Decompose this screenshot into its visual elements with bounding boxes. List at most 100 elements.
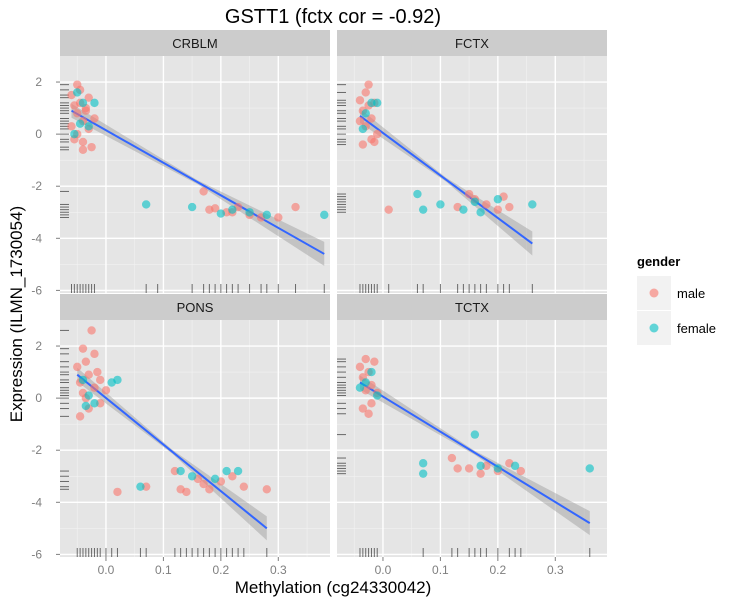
chart-title: GSTT1 (fctx cor = -0.92) <box>225 6 441 28</box>
y-tick-label: 0 <box>35 391 42 405</box>
data-point-female <box>320 210 329 220</box>
data-point-male <box>78 145 88 154</box>
regression-line <box>76 373 268 530</box>
facet-strip-label: TCTX <box>455 300 489 315</box>
data-point-female <box>136 482 145 491</box>
data-point-male <box>373 129 382 139</box>
data-point-male <box>96 399 105 408</box>
legend-title: gender <box>637 254 680 269</box>
data-point-male <box>355 116 365 126</box>
data-point-male <box>364 409 373 418</box>
data-point-female <box>81 401 91 411</box>
data-point-male <box>78 344 88 353</box>
y-tick-label: -4 <box>31 231 42 245</box>
data-point-female <box>75 119 85 128</box>
facet-strip-label: CRBLM <box>172 36 218 51</box>
data-point-male <box>90 114 99 123</box>
data-point-female <box>245 208 254 217</box>
data-point-male <box>84 370 93 379</box>
data-point-male <box>361 354 370 364</box>
data-point-female <box>367 98 376 108</box>
data-point-male <box>228 472 237 481</box>
data-point-male <box>476 469 485 478</box>
x-tick-label: 0.1 <box>432 563 449 577</box>
data-point-female <box>78 98 88 108</box>
legend-label: female <box>677 321 716 336</box>
data-point-female <box>228 205 237 214</box>
x-tick-label: 0.3 <box>547 563 564 577</box>
data-point-female <box>187 472 197 481</box>
data-point-female <box>459 205 468 214</box>
legend-key-male <box>649 288 659 298</box>
data-point-male <box>75 412 85 421</box>
data-point-female <box>222 466 231 476</box>
facet-panel-fctx: FCTX <box>337 30 607 293</box>
data-point-male <box>90 349 99 359</box>
data-point-male <box>210 204 220 213</box>
data-point-female <box>528 200 537 209</box>
data-point-female <box>90 98 99 108</box>
x-tick-label: 0.0 <box>375 563 392 577</box>
data-point-female <box>493 195 503 204</box>
data-point-female <box>367 367 376 377</box>
panel-content <box>337 80 537 293</box>
facet-strip <box>60 30 330 56</box>
panel-content <box>337 354 594 557</box>
y-tick-label: -4 <box>31 495 42 509</box>
data-point-female <box>510 461 520 471</box>
y-tick-label: 2 <box>35 75 42 89</box>
data-point-female <box>141 200 151 209</box>
facet-strip <box>337 294 607 320</box>
y-tick-label: 0 <box>35 127 42 141</box>
data-point-male <box>67 122 76 131</box>
confidence-band <box>359 375 590 536</box>
data-point-female <box>233 466 243 476</box>
data-point-male <box>101 386 111 395</box>
panel-background <box>337 320 607 557</box>
data-point-male <box>141 482 151 491</box>
data-point-male <box>516 466 526 476</box>
x-tick-label: 0.3 <box>270 563 287 577</box>
data-point-female <box>361 378 370 387</box>
data-point-male <box>364 80 373 89</box>
y-tick-label: -6 <box>31 283 42 297</box>
data-point-male <box>493 205 503 214</box>
data-point-female <box>90 399 99 408</box>
x-tick-label: 0.1 <box>155 563 172 577</box>
data-point-male <box>447 453 457 463</box>
panel-content <box>60 80 329 293</box>
data-point-female <box>361 109 370 118</box>
data-point-female <box>358 124 368 134</box>
data-point-male <box>453 464 462 473</box>
data-point-female <box>585 464 594 473</box>
legend-key-female <box>649 323 659 333</box>
data-point-male <box>73 362 82 372</box>
data-point-male <box>361 88 370 97</box>
data-point-male <box>93 367 102 377</box>
data-point-female <box>84 122 93 131</box>
x-tick-label: 0.0 <box>98 563 115 577</box>
facet-strip-label: FCTX <box>455 36 489 51</box>
regression-line <box>359 115 533 245</box>
legend: gender male female <box>637 254 716 345</box>
data-point-female <box>216 209 226 218</box>
data-point-female <box>113 375 122 385</box>
data-point-male <box>81 106 91 115</box>
facet-strip <box>337 30 607 56</box>
y-tick-label: -2 <box>31 443 42 457</box>
legend-label: male <box>677 286 705 301</box>
data-point-female <box>413 189 422 199</box>
facet-strip-label: PONS <box>177 300 214 315</box>
facet-panel-crblm: CRBLM -6 -4 -2 0 2 <box>31 30 330 297</box>
data-point-female <box>176 466 185 476</box>
data-point-male <box>367 399 376 408</box>
y-axis-title: Expression (ILMN_1730054) <box>7 206 26 422</box>
data-point-male <box>355 96 365 105</box>
panel-background <box>60 320 330 557</box>
data-point-male <box>355 362 365 372</box>
data-point-male <box>170 466 180 476</box>
data-point-male <box>84 93 93 102</box>
panel-content <box>60 326 272 557</box>
